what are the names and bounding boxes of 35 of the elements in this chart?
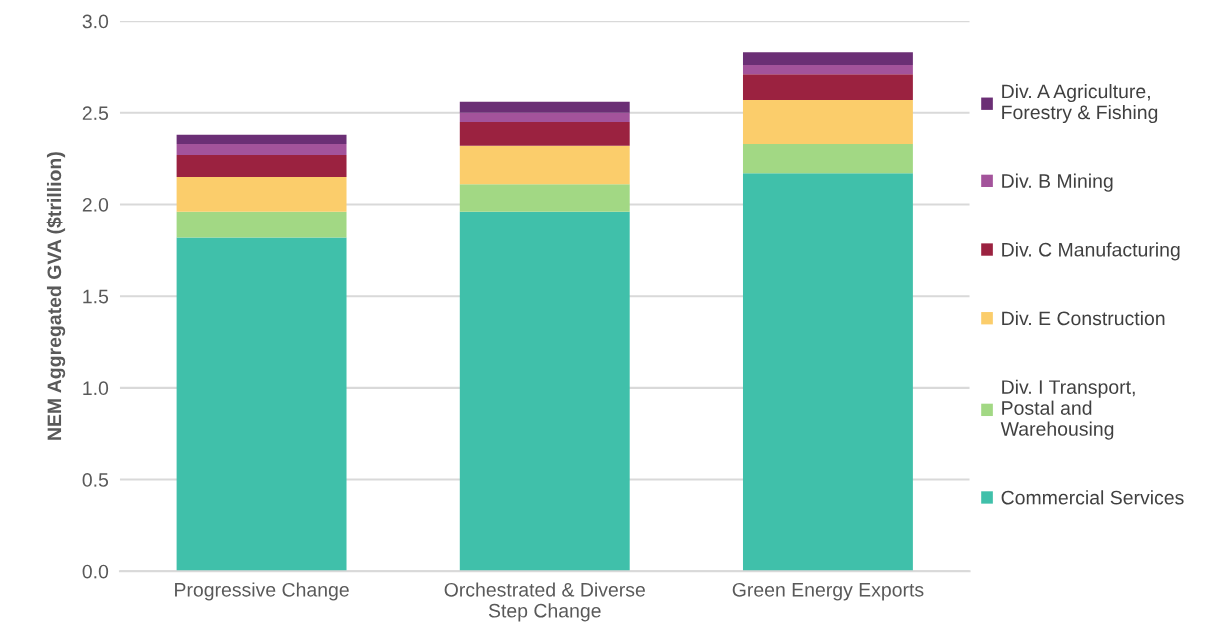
legend-label: Commercial Services	[1001, 490, 1184, 505]
bar	[459, 184, 630, 212]
x-tick-label: Green Energy Exports	[732, 582, 924, 601]
bar	[176, 176, 347, 212]
y-axis-title: NEM Aggregated GVA ($trillion)	[46, 152, 66, 440]
bar	[176, 237, 347, 572]
y-tick-label: 3.0	[82, 14, 109, 29]
y-tick-label: 2.5	[82, 106, 109, 121]
legend-label: Div. C Manufacturing	[1002, 242, 1180, 261]
bar	[176, 134, 347, 144]
y-tick-label: 0.5	[82, 473, 109, 487]
legend-label: Div. A Agriculture, Forestry & Fishing	[1002, 83, 1158, 124]
bar	[176, 211, 347, 238]
bar	[742, 74, 913, 100]
bar	[459, 112, 630, 122]
y-tick-label: 0.0	[82, 564, 109, 579]
legend-label: Div. I Transport, Postal and Warehousing	[1000, 379, 1135, 440]
bar	[459, 101, 630, 113]
x-tick-label: Progressive Change	[175, 582, 349, 601]
y-tick-label: 1.5	[83, 289, 109, 304]
y-tick-label: 2.0	[82, 197, 109, 212]
bar	[742, 65, 913, 75]
legend-label: Div. E Construction	[1002, 310, 1165, 326]
bar	[176, 143, 347, 155]
x-tick-label: Orchestrated & Diverse Step Change	[444, 582, 645, 622]
bar	[742, 143, 913, 174]
bar	[459, 145, 630, 185]
y-tick-label: 1.0	[83, 381, 109, 396]
bar	[459, 121, 630, 146]
bar	[459, 211, 630, 572]
bar	[742, 52, 913, 66]
bar	[742, 99, 913, 144]
legend-label: Div. B Mining	[1002, 173, 1113, 192]
bar	[176, 154, 347, 177]
bar	[742, 173, 913, 572]
